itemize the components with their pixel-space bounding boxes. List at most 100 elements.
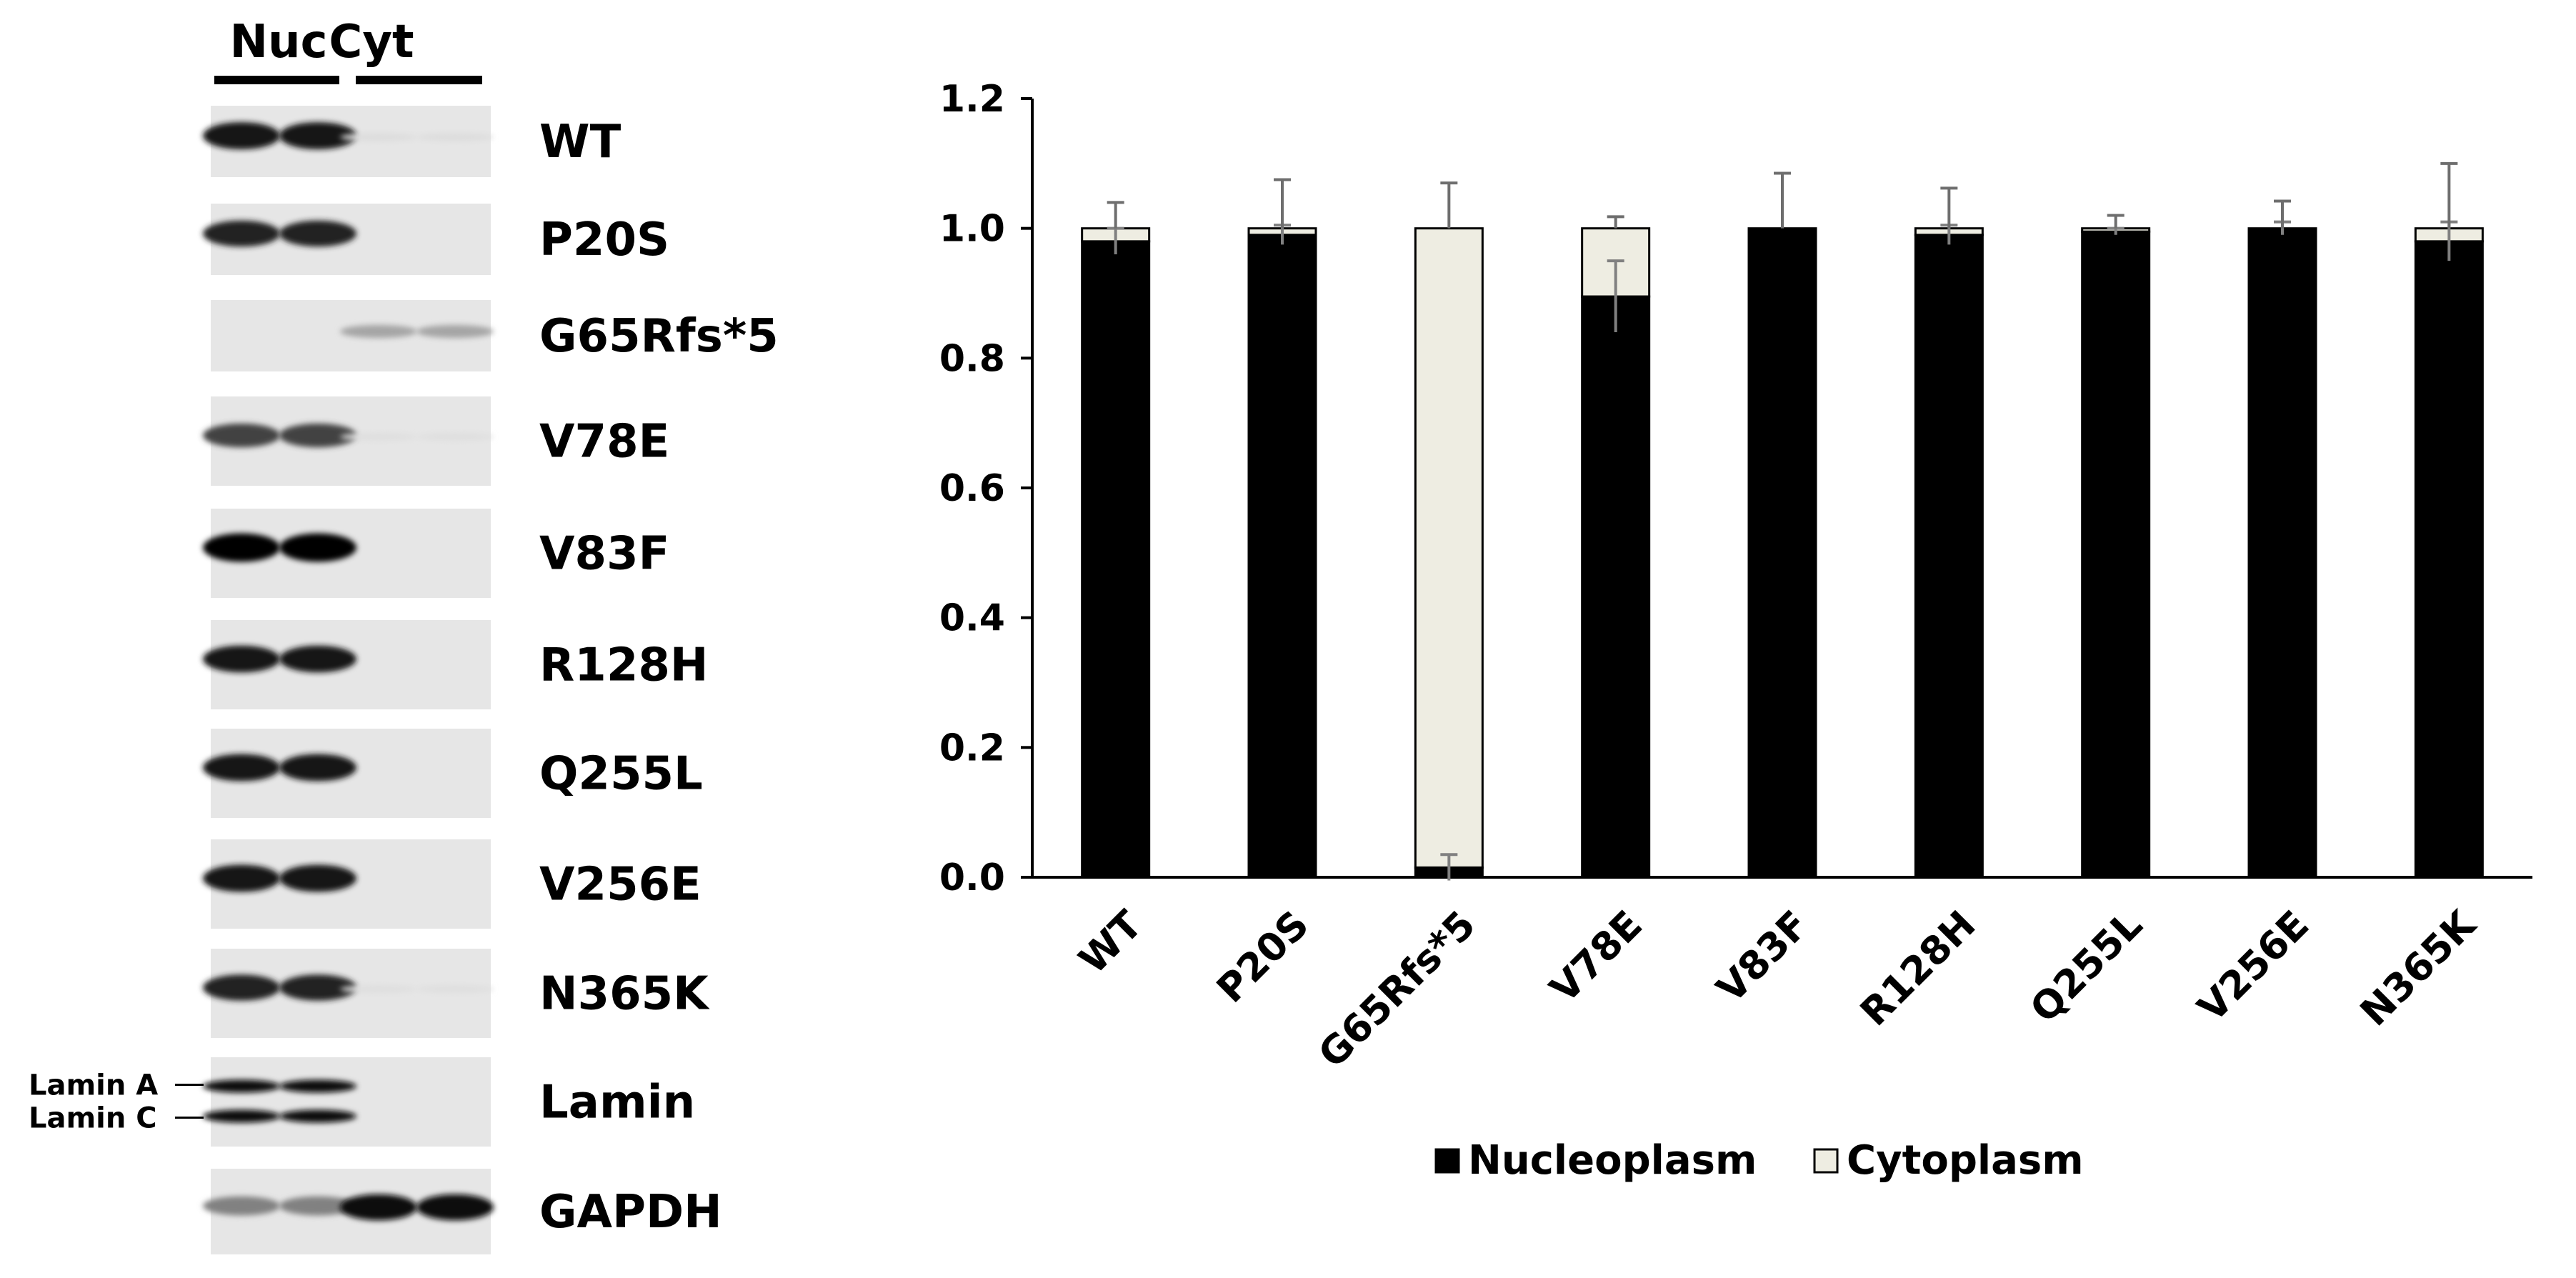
band-cyt-1 xyxy=(416,1194,494,1221)
bar-nucleoplasm xyxy=(2081,230,2151,879)
band-nuc-0-1 xyxy=(279,1079,356,1093)
blot-label: WT xyxy=(539,116,621,169)
blot-label: R128H xyxy=(539,639,708,692)
blot-label: P20S xyxy=(539,214,669,266)
legend: Nucleoplasm Cytoplasm xyxy=(1434,1137,2084,1184)
blot-panel-q255l: Q255L xyxy=(203,729,703,818)
band-nuc-1-1 xyxy=(279,1109,356,1123)
y-tick-label: 1.0 xyxy=(939,208,1005,251)
band-nuc-0 xyxy=(203,220,280,247)
band-cyt-0 xyxy=(340,1194,417,1221)
band-nuc-0-0 xyxy=(203,1079,280,1093)
band-nuc-0 xyxy=(203,974,280,1001)
bar-group-v78e: V78E xyxy=(1542,215,1651,1012)
x-tick-label: N365K xyxy=(2352,901,2485,1034)
lane-header-nuc: Nuc xyxy=(229,16,327,69)
band-nuc-1 xyxy=(279,754,356,782)
x-tick-label: V83F xyxy=(1708,902,1817,1012)
band-cyt-0 xyxy=(340,324,417,339)
lamin-sub-label: Lamin A xyxy=(29,1069,158,1102)
band-cyt-0 xyxy=(340,133,417,141)
bar-group-r128h: R128H xyxy=(1852,186,1985,1035)
bar-nucleoplasm xyxy=(2247,227,2317,879)
blot-label: V83F xyxy=(539,528,669,581)
x-tick-label: G65Rfs*5 xyxy=(1309,902,1484,1077)
blot-panel-v256e: V256E xyxy=(203,839,702,929)
bar-group-g65rfs5: G65Rfs*5 xyxy=(1309,181,1484,1077)
band-nuc-0 xyxy=(203,864,280,892)
band-cyt-0 xyxy=(340,984,417,994)
bar-group-p20s: P20S xyxy=(1208,178,1317,1012)
blot-panel-r128h: R128H xyxy=(203,620,708,709)
band-nuc-1 xyxy=(279,423,356,448)
bar-group-n365k: N365K xyxy=(2352,161,2485,1034)
bar-group-wt: WT xyxy=(1070,201,1151,983)
lamin-sub-label: Lamin C xyxy=(29,1102,157,1135)
bar-nucleoplasm xyxy=(1747,227,1817,879)
blot-panel-gapdh: GAPDH xyxy=(203,1169,722,1254)
bar-nucleoplasm xyxy=(1581,295,1651,879)
legend-label-nucleoplasm: Nucleoplasm xyxy=(1468,1137,1757,1184)
blot-membrane xyxy=(211,1057,491,1147)
blot-panel-g65rfs5: G65Rfs*5 xyxy=(211,300,779,371)
x-tick-label: Q255L xyxy=(2022,902,2151,1032)
x-tick-label: WT xyxy=(1070,902,1151,983)
blot-panel-v78e: V78E xyxy=(203,396,669,486)
x-tick-label: R128H xyxy=(1852,902,1985,1035)
y-tick-label: 0.6 xyxy=(939,467,1005,510)
legend-label-cytoplasm: Cytoplasm xyxy=(1847,1137,2084,1184)
band-nuc-0 xyxy=(203,1196,280,1216)
bar-nucleoplasm xyxy=(2414,240,2484,879)
bar-group-v256e: V256E xyxy=(2189,199,2317,1031)
band-nuc-0 xyxy=(203,645,280,673)
band-nuc-1 xyxy=(279,533,356,562)
bar-nucleoplasm xyxy=(1914,234,1984,879)
blot-label: V256E xyxy=(539,859,702,912)
x-tick-label: V256E xyxy=(2189,902,2317,1031)
legend-swatch-cytoplasm xyxy=(1813,1148,1839,1174)
band-nuc-1 xyxy=(279,645,356,673)
blot-panel-v83f: V83F xyxy=(203,509,669,598)
blot-label: V78E xyxy=(539,416,669,469)
blot-panel-n365k: N365K xyxy=(203,949,710,1038)
lane-header-cyt: Cyt xyxy=(329,16,414,69)
band-nuc-1 xyxy=(279,1196,356,1216)
bar-cytoplasm xyxy=(1414,227,1484,869)
band-nuc-1 xyxy=(279,121,356,150)
bar-group-v83f: V83F xyxy=(1708,171,1817,1012)
band-nuc-1 xyxy=(279,864,356,892)
band-cyt-1 xyxy=(416,324,494,339)
band-cyt-1 xyxy=(416,984,494,994)
blot-label: N365K xyxy=(539,968,710,1021)
y-tick-label: 0.8 xyxy=(939,337,1005,380)
x-tick-label: V78E xyxy=(1542,902,1651,1012)
band-nuc-1 xyxy=(279,974,356,1001)
band-nuc-0 xyxy=(203,121,280,150)
band-cyt-1 xyxy=(416,432,494,441)
band-nuc-1-0 xyxy=(203,1109,280,1123)
legend-swatch-nucleoplasm xyxy=(1434,1148,1460,1174)
bar-nucleoplasm xyxy=(1081,240,1151,879)
blot-label: Q255L xyxy=(539,748,703,801)
y-tick-label: 0.2 xyxy=(939,727,1005,769)
band-cyt-1 xyxy=(416,133,494,141)
x-tick-label: P20S xyxy=(1208,902,1317,1012)
y-tick-label: 0.4 xyxy=(939,597,1005,640)
bar-nucleoplasm xyxy=(1247,234,1317,879)
blot-label: GAPDH xyxy=(539,1186,722,1239)
band-cyt-0 xyxy=(340,432,417,441)
blot-panel-p20s: P20S xyxy=(203,204,669,275)
blot-panel-wt: WT xyxy=(203,106,621,177)
blot-label: G65Rfs*5 xyxy=(539,310,779,363)
band-nuc-1 xyxy=(279,220,356,247)
band-nuc-0 xyxy=(203,754,280,782)
band-nuc-0 xyxy=(203,533,280,562)
y-tick-label: 1.2 xyxy=(939,78,1005,121)
band-nuc-0 xyxy=(203,423,280,448)
western-blot-panel: Nuc Cyt WT P20S G65Rfs*5 V78E V83F R128H Q255L V2… xyxy=(29,16,779,1254)
bar-group-q255l: Q255L xyxy=(2022,214,2151,1032)
y-tick-label: 0.0 xyxy=(939,857,1005,899)
